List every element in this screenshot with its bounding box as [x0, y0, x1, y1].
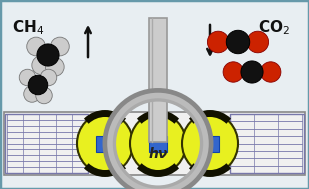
Circle shape — [36, 87, 52, 104]
Ellipse shape — [182, 114, 238, 174]
Circle shape — [226, 30, 250, 54]
Bar — [4, 112, 305, 175]
Circle shape — [51, 37, 69, 56]
Circle shape — [247, 31, 269, 53]
Circle shape — [24, 86, 40, 102]
Bar — [230, 114, 304, 173]
Circle shape — [27, 37, 45, 56]
Circle shape — [260, 62, 281, 82]
Circle shape — [37, 44, 59, 66]
Text: CH$_4$: CH$_4$ — [12, 18, 44, 37]
Text: CO$_2$: CO$_2$ — [258, 18, 290, 37]
Circle shape — [40, 69, 57, 86]
Bar — [149, 136, 167, 152]
Bar — [149, 18, 167, 142]
Circle shape — [28, 75, 48, 95]
Text: hν: hν — [148, 146, 168, 160]
Circle shape — [207, 31, 229, 53]
Circle shape — [32, 56, 51, 74]
Circle shape — [19, 69, 36, 86]
Bar — [201, 136, 219, 152]
Circle shape — [241, 61, 263, 83]
Circle shape — [45, 57, 64, 76]
Circle shape — [223, 62, 243, 82]
Ellipse shape — [130, 114, 186, 174]
Bar — [5, 114, 88, 173]
Ellipse shape — [77, 114, 133, 174]
Bar — [96, 136, 114, 152]
